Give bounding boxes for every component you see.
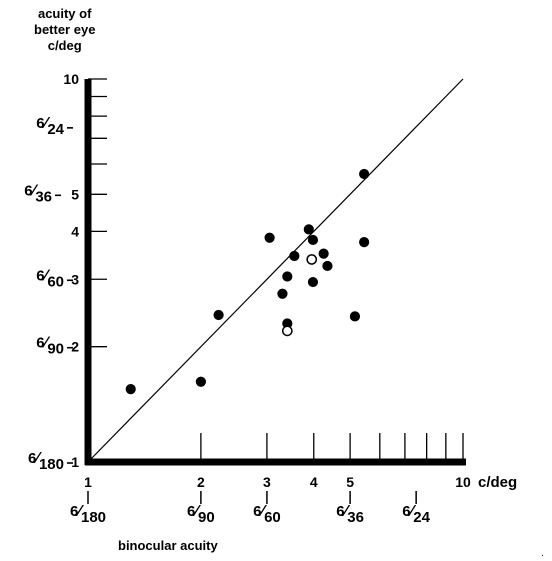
data-point-filled [282,271,293,282]
data-point-filled [349,311,361,322]
identity-line [87,78,464,463]
data-point-filled [213,309,224,321]
y-snellen-label: 6⁄60 [36,267,64,290]
y-tick-label: 1 [71,454,79,470]
data-point-filled [277,288,288,299]
y-tick-label: 3 [71,271,79,287]
x-snellen-label: 6⁄90 [187,503,215,526]
y-axis-label-line-3: c/deg [47,38,82,53]
data-point-filled [322,260,333,272]
data-point-filled [303,224,314,235]
x-snellen-label: 6⁄24 [402,503,430,526]
page-mark: . [541,548,544,559]
y-tick-label: 5 [71,186,79,202]
x-tick-label: 4 [310,474,318,490]
y-axis-label: acuity of better eye c/deg [34,6,95,54]
x-snellen-label: 6⁄36 [336,503,364,526]
y-tick-label: 10 [63,71,79,87]
x-axis-unit: c/deg [478,474,518,491]
data-point-filled [318,248,329,259]
y-snellen-label: 6⁄180 [28,450,64,473]
data-point-filled [359,168,370,180]
data-point-filled [307,276,319,288]
data-point-filled [264,232,275,243]
data-point-filled [195,376,206,387]
data-point-open [281,325,293,337]
data-point-open [306,254,318,265]
data-point-filled [125,384,136,395]
x-snellen-label: 6⁄180 [70,503,106,526]
y-axis-label-line-1: acuity of [37,6,92,21]
x-tick-label: 5 [346,474,354,490]
x-axis-title: binocular acuity [118,538,218,553]
x-tick-label: 3 [263,474,271,490]
x-tick-label: 10 [455,474,471,490]
x-tick-label: 1 [84,474,92,490]
y-snellen-label: 6⁄24 [36,115,64,138]
y-snellen-label: 6⁄36 [24,182,52,205]
data-point-filled [359,237,370,248]
y-tick-label: 4 [71,223,79,239]
data-point-filled [289,250,300,262]
x-snellen-label: 6⁄60 [253,503,281,526]
data-point-filled [307,234,319,246]
y-tick-label: 2 [71,339,79,355]
y-axis-label-line-2: better eye [34,22,96,37]
x-tick-label: 2 [197,474,205,490]
y-snellen-label: 6⁄90 [36,335,64,358]
